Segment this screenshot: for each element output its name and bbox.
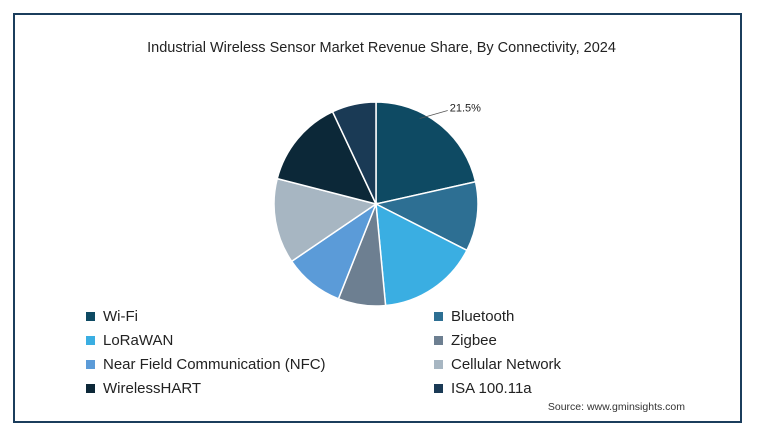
pie-slice-wirelesshart (276, 110, 378, 206)
source-note: Source: www.gminsights.com (547, 401, 685, 413)
chart-title: Industrial Wireless Sensor Market Revenu… (147, 40, 616, 56)
pie-slice-bluetooth (373, 180, 479, 252)
slice-value-label: 21.5% (450, 103, 481, 115)
pie-slice-wi-fi (375, 101, 477, 205)
pie-slice-cellular-network (273, 177, 378, 263)
annotation-leader-line (419, 110, 448, 119)
pie-slice-isa-100-11a (331, 101, 377, 205)
pie-slice-lorawan (375, 202, 468, 307)
